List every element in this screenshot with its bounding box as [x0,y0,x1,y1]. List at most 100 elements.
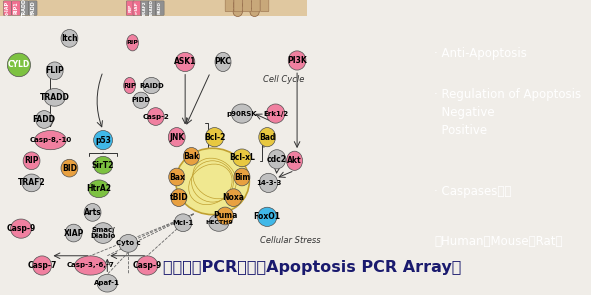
FancyBboxPatch shape [261,0,269,12]
Ellipse shape [93,223,113,243]
Ellipse shape [267,104,285,123]
Ellipse shape [89,180,109,198]
Text: Casp-8,-10: Casp-8,-10 [30,137,72,143]
Ellipse shape [7,53,31,77]
Ellipse shape [35,130,66,150]
Ellipse shape [232,104,252,123]
Ellipse shape [137,256,158,275]
Text: Casp-2: Casp-2 [142,114,169,119]
Ellipse shape [46,62,63,80]
Ellipse shape [84,204,101,221]
FancyBboxPatch shape [12,1,20,15]
Text: Apaf-1: Apaf-1 [95,280,120,286]
Text: · Anti-Apoptosis: · Anti-Apoptosis [434,47,527,60]
Ellipse shape [169,168,185,186]
Ellipse shape [142,78,160,94]
Text: RIP: RIP [126,40,138,45]
Text: c-IAP: c-IAP [5,1,10,15]
Text: FADD: FADD [30,1,35,15]
Text: Mcl-1: Mcl-1 [173,220,194,226]
Ellipse shape [233,7,242,17]
Ellipse shape [36,111,53,128]
Text: Arts: Arts [84,208,102,217]
Text: HtrA2: HtrA2 [86,184,111,193]
Ellipse shape [176,148,249,215]
FancyBboxPatch shape [126,1,135,15]
FancyBboxPatch shape [243,0,251,12]
Text: TRADD: TRADD [150,0,154,17]
Text: PI3K: PI3K [287,56,307,65]
Ellipse shape [133,92,149,109]
Text: Cell Cycle: Cell Cycle [263,75,304,84]
Text: 14-3-3: 14-3-3 [256,180,281,186]
FancyBboxPatch shape [28,1,37,15]
Text: Casp-3,-6,-7: Casp-3,-6,-7 [67,263,114,268]
Text: RIP: RIP [128,4,132,12]
Text: XIAP: XIAP [63,229,84,237]
Text: FLIP: FLIP [46,66,64,75]
Text: Bad: Bad [259,133,275,142]
Text: p53: p53 [95,136,111,145]
FancyBboxPatch shape [252,0,260,12]
Text: （Human，Mouse，Rat）: （Human，Mouse，Rat） [434,235,563,248]
Ellipse shape [225,189,242,206]
Text: · Caspases家族: · Caspases家族 [434,185,512,198]
Text: RAIDD: RAIDD [139,83,164,88]
Ellipse shape [22,174,41,192]
Ellipse shape [205,127,224,147]
Text: Cyto c: Cyto c [116,240,141,246]
Text: Casp-7: Casp-7 [27,261,57,270]
Text: FADD: FADD [33,115,56,124]
Text: CYLD: CYLD [8,60,30,69]
Text: PIDD: PIDD [131,97,151,103]
Text: 细胞凋亡PCR芯片（Apoptosis PCR Array）: 细胞凋亡PCR芯片（Apoptosis PCR Array） [163,260,461,275]
Ellipse shape [124,78,135,94]
Text: Bax: Bax [169,173,184,181]
Ellipse shape [61,159,78,177]
Ellipse shape [183,148,199,165]
Ellipse shape [93,156,112,174]
Text: FADD: FADD [158,1,162,14]
Text: BID: BID [62,164,77,173]
Text: RIP: RIP [123,83,136,88]
Ellipse shape [119,235,138,252]
Ellipse shape [147,108,164,125]
Ellipse shape [259,127,275,147]
Text: TRAF2: TRAF2 [143,0,147,16]
FancyBboxPatch shape [0,0,307,16]
FancyBboxPatch shape [155,1,164,15]
Text: Bcl-xL: Bcl-xL [229,153,255,162]
Ellipse shape [65,224,82,242]
Ellipse shape [126,35,138,51]
Ellipse shape [288,51,306,70]
Ellipse shape [171,189,187,206]
Text: TRADD: TRADD [22,0,27,17]
Ellipse shape [61,30,78,47]
Text: RIP1: RIP1 [14,2,18,14]
Text: · Regulation of Apoptosis
  Negative
  Positive: · Regulation of Apoptosis Negative Posit… [434,88,582,137]
Text: c-IAP: c-IAP [135,2,139,14]
Ellipse shape [268,150,285,169]
Text: Akt: Akt [287,156,302,165]
Text: Bim: Bim [234,173,250,181]
Ellipse shape [33,256,51,275]
Text: TRADD: TRADD [40,93,70,102]
Ellipse shape [209,214,229,231]
Text: ASK1: ASK1 [174,58,196,66]
FancyBboxPatch shape [225,0,233,12]
Text: Smac/
Diablo: Smac/ Diablo [90,227,116,239]
FancyBboxPatch shape [234,0,242,12]
Text: cdc2: cdc2 [267,155,287,164]
Text: HECTH9: HECTH9 [205,220,233,225]
Ellipse shape [215,52,231,72]
Text: p90RSK: p90RSK [226,111,257,117]
Ellipse shape [93,130,112,150]
Ellipse shape [233,0,242,10]
Text: tBID: tBID [170,193,188,202]
Text: Bak: Bak [183,152,200,161]
Text: Casp-9: Casp-9 [132,261,162,270]
Text: TRAF2: TRAF2 [18,178,46,187]
Text: Itch: Itch [61,34,78,43]
FancyBboxPatch shape [4,1,12,15]
Text: Cellular Stress: Cellular Stress [260,236,321,245]
